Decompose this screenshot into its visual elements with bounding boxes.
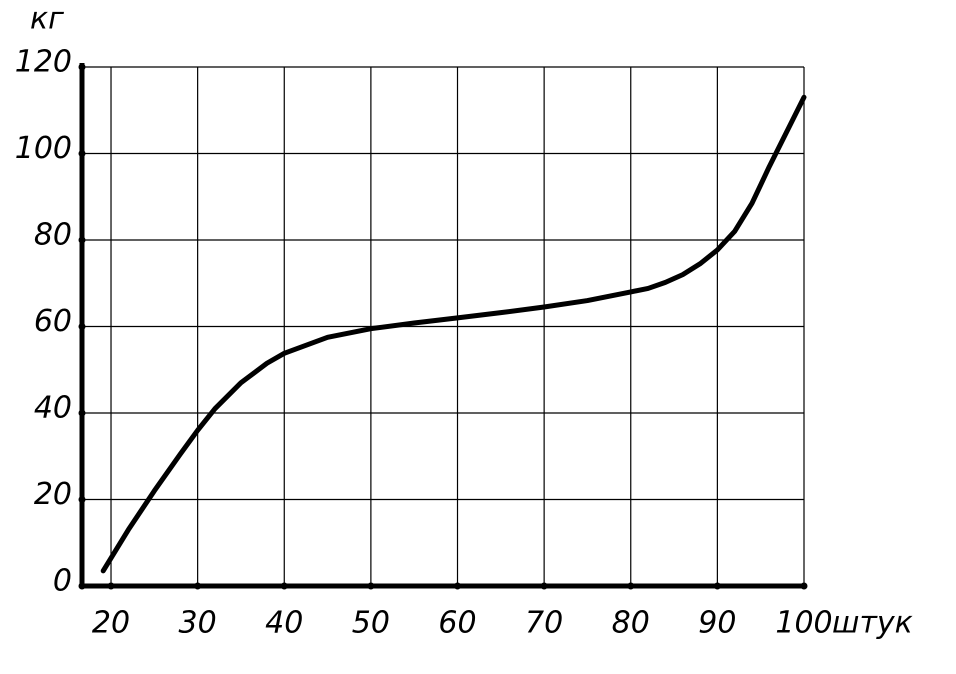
x-tick-label: 40 <box>265 606 303 641</box>
y-tick-label: 120 <box>15 45 72 80</box>
y-tick-label: 0 <box>53 564 72 599</box>
y-tick-label: 40 <box>34 391 72 426</box>
x-tick-label: 70 <box>525 606 563 641</box>
x-tick-label: 90 <box>698 606 736 641</box>
x-tick-label: 30 <box>179 606 217 641</box>
y-axis-label: кг <box>30 2 64 37</box>
x-tick-label: 80 <box>612 606 650 641</box>
x-tick-label: 100 <box>775 606 832 641</box>
y-tick-label: 60 <box>34 304 72 339</box>
data-line <box>100 94 807 574</box>
y-tick-label: 20 <box>34 477 72 512</box>
x-tick-label: 50 <box>352 606 390 641</box>
x-tick-label: 60 <box>438 606 476 641</box>
y-tick-label: 80 <box>34 218 72 253</box>
y-tick-label: 100 <box>15 131 72 166</box>
x-axis-label: штук <box>832 606 913 641</box>
x-tick-label: 20 <box>92 606 130 641</box>
